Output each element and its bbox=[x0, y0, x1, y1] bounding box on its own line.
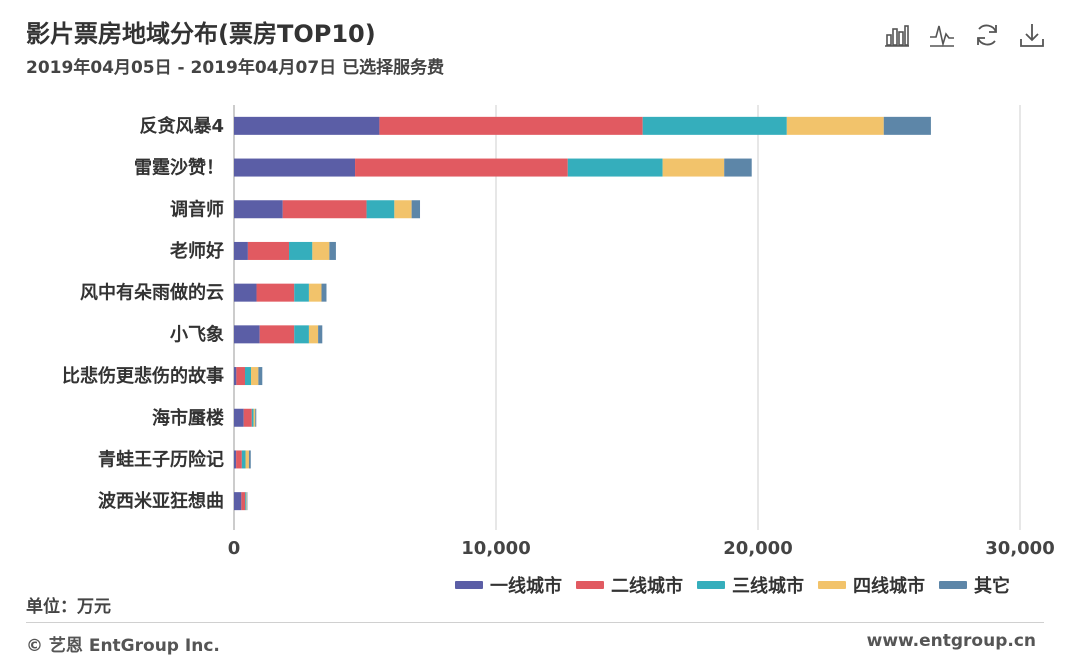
category-label: 青蛙王子历险记 bbox=[98, 448, 224, 470]
bar-segment bbox=[411, 200, 421, 219]
legend-item-tier4[interactable]: 四线城市 bbox=[818, 572, 925, 598]
bar-segment bbox=[234, 367, 237, 386]
bar-segment bbox=[245, 367, 252, 386]
download-icon[interactable] bbox=[1017, 20, 1047, 50]
category-label: 雷霆沙赞！ bbox=[134, 158, 224, 179]
bar-segment bbox=[241, 450, 246, 469]
website-link[interactable]: www.entgroup.cn bbox=[866, 631, 1036, 651]
footer-divider bbox=[26, 622, 1044, 623]
bar-segment bbox=[234, 325, 260, 344]
bar-segment bbox=[255, 408, 257, 427]
bar-segment bbox=[883, 116, 931, 135]
line-chart-icon[interactable] bbox=[927, 20, 957, 50]
chart-toolbar bbox=[882, 20, 1047, 52]
legend-label: 三线城市 bbox=[732, 576, 804, 597]
chart-legend: 一线城市 二线城市 三线城市 四线城市 其它 bbox=[455, 573, 1010, 597]
bar-segment bbox=[251, 408, 254, 427]
bar-segment bbox=[234, 241, 248, 260]
bar-segment bbox=[234, 450, 237, 469]
bar-segment bbox=[366, 200, 395, 219]
bar-chart-icon[interactable] bbox=[882, 20, 912, 50]
bar-segment bbox=[289, 241, 313, 260]
category-label: 比悲伤更悲伤的故事 bbox=[62, 365, 224, 387]
bar-segment bbox=[329, 241, 336, 260]
x-tick-label: 20,000 bbox=[723, 538, 792, 559]
bar-segment bbox=[246, 492, 247, 511]
bar-segment bbox=[294, 325, 309, 344]
bar-segment bbox=[241, 492, 246, 511]
x-tick-label: 10,000 bbox=[461, 538, 530, 559]
bar-segment bbox=[234, 408, 244, 427]
category-label: 老师好 bbox=[170, 240, 224, 262]
legend-label: 四线城市 bbox=[853, 576, 925, 597]
legend-swatch bbox=[818, 581, 846, 589]
chart-subtitle: 2019年04月05日 - 2019年04月07日 已选择服务费 bbox=[26, 58, 445, 78]
bar-segment bbox=[234, 283, 257, 302]
bar-segment bbox=[234, 492, 242, 511]
copyright-text: © 艺恩 EntGroup Inc. bbox=[26, 636, 220, 656]
refresh-icon[interactable] bbox=[972, 20, 1002, 50]
x-tick-label: 0 bbox=[228, 538, 241, 559]
category-label: 风中有朵雨做的云 bbox=[80, 282, 224, 304]
legend-swatch bbox=[697, 581, 725, 589]
legend-swatch bbox=[576, 581, 604, 589]
category-label: 调音师 bbox=[170, 198, 224, 220]
bar-segment bbox=[236, 367, 246, 386]
bar-segment bbox=[308, 283, 322, 302]
chart-title: 影片票房地域分布(票房TOP10) bbox=[26, 20, 376, 48]
bar-segment bbox=[642, 116, 787, 135]
bar-segment bbox=[247, 241, 290, 260]
bar-segment bbox=[251, 367, 259, 386]
bar-segment bbox=[259, 325, 295, 344]
bar-segment bbox=[282, 200, 367, 219]
bar-segment bbox=[236, 450, 242, 469]
legend-label: 二线城市 bbox=[611, 576, 683, 597]
bar-segment bbox=[567, 158, 663, 177]
legend-item-tier1[interactable]: 一线城市 bbox=[455, 572, 562, 598]
unit-label: 单位：万元 bbox=[26, 597, 111, 617]
x-tick-label: 30,000 bbox=[985, 538, 1054, 559]
bar-segment bbox=[394, 200, 412, 219]
bar-segment bbox=[321, 283, 327, 302]
bar-segment bbox=[248, 450, 251, 469]
bar-segment bbox=[234, 200, 283, 219]
bar-segment bbox=[245, 492, 247, 511]
bar-segment bbox=[318, 325, 323, 344]
bar-segment bbox=[308, 325, 319, 344]
bar-segment bbox=[256, 283, 295, 302]
bar-segment bbox=[234, 158, 356, 177]
bar-segment bbox=[243, 408, 252, 427]
bar-segment bbox=[294, 283, 309, 302]
bar-segment bbox=[258, 367, 263, 386]
bar-segment bbox=[234, 116, 380, 135]
bar-segment bbox=[786, 116, 884, 135]
bar-segment bbox=[379, 116, 643, 135]
legend-swatch bbox=[939, 581, 967, 589]
category-label: 小飞象 bbox=[170, 323, 224, 345]
bar-segment bbox=[662, 158, 725, 177]
legend-item-other[interactable]: 其它 bbox=[939, 572, 1010, 598]
bar-segment bbox=[355, 158, 568, 177]
bar-segment bbox=[253, 408, 256, 427]
category-label: 波西米亚狂想曲 bbox=[98, 490, 224, 512]
legend-swatch bbox=[455, 581, 483, 589]
category-label: 海市蜃楼 bbox=[152, 407, 224, 429]
category-label: 反贪风暴4 bbox=[139, 115, 224, 137]
legend-item-tier2[interactable]: 二线城市 bbox=[576, 572, 683, 598]
legend-label: 其它 bbox=[974, 576, 1010, 597]
bar-segment bbox=[245, 450, 249, 469]
bar-segment bbox=[246, 492, 248, 511]
legend-item-tier3[interactable]: 三线城市 bbox=[697, 572, 804, 598]
bar-segment bbox=[312, 241, 330, 260]
legend-label: 一线城市 bbox=[490, 576, 562, 597]
bar-segment bbox=[724, 158, 752, 177]
